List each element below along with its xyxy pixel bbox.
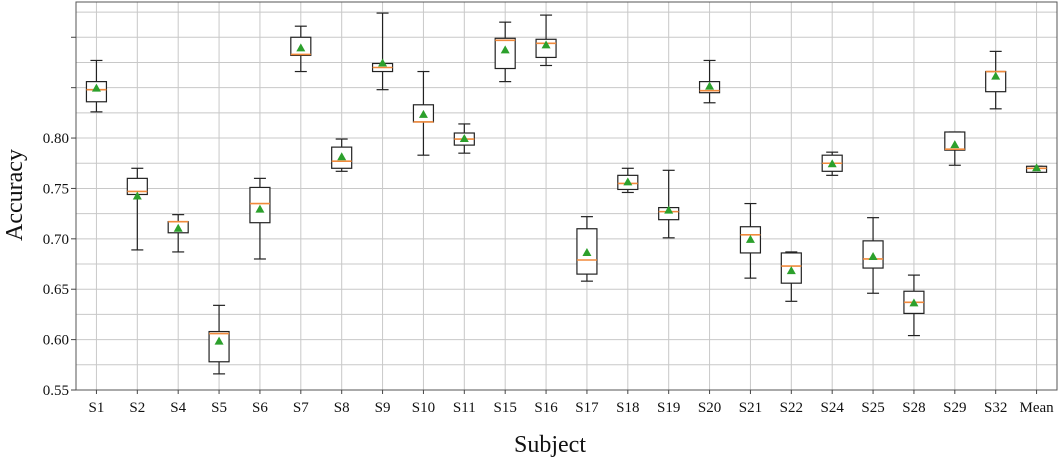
x-tick-label: S18	[616, 400, 639, 416]
box-s17	[576, 216, 598, 282]
x-tick-label: S20	[698, 400, 721, 416]
box-s7	[290, 25, 312, 73]
mean-marker	[132, 191, 142, 200]
x-tick-label: S32	[984, 400, 1007, 416]
grid-layer	[76, 2, 1057, 391]
x-tick-label: S4	[170, 400, 186, 416]
y-axis-ticks: 0.55 0.60 0.65 0.70 0.75 0.80	[43, 36, 76, 399]
iqr-box	[494, 37, 516, 70]
x-tick-label: S5	[211, 400, 227, 416]
x-tick-label: S9	[375, 400, 391, 416]
x-tick-label: S21	[739, 400, 762, 416]
y-tick-label: 0.70	[43, 232, 69, 248]
x-axis-title: Subject	[514, 432, 586, 458]
mean-marker	[378, 58, 388, 67]
iqr-box	[85, 81, 108, 103]
x-tick-label: S7	[293, 400, 309, 416]
mean-marker	[214, 336, 224, 345]
x-tick-label: S15	[494, 400, 517, 416]
box-s20	[698, 59, 721, 104]
x-axis-categories: S1 S2 S4 S5 S6 S7 S8 S9 S10 S11 S15 S16 S17 S18 S19 S20…	[89, 390, 1054, 416]
mean-marker	[664, 205, 674, 214]
box-s21	[739, 202, 762, 279]
mean-marker	[950, 140, 960, 149]
mean-marker	[786, 266, 796, 275]
y-tick-label: 0.80	[43, 131, 69, 147]
mean-marker	[500, 45, 510, 54]
box-s32	[985, 50, 1007, 110]
y-tick-label: 0.55	[43, 383, 69, 399]
x-tick-label: S6	[252, 400, 268, 416]
plot-border	[75, 1, 1058, 391]
box-s1	[85, 59, 108, 113]
box-s10	[412, 70, 435, 156]
x-tick-label: S24	[821, 400, 845, 416]
mean-marker	[582, 247, 592, 256]
iqr-box	[208, 330, 230, 363]
y-tick-label: 0.75	[43, 181, 69, 197]
mean-marker	[418, 109, 428, 118]
box-s6	[249, 177, 271, 260]
mean-marker	[745, 234, 755, 243]
box-s18	[617, 167, 639, 194]
x-tick-label: S2	[129, 400, 145, 416]
mean-marker	[868, 251, 878, 260]
box-s24	[821, 151, 843, 176]
mean-marker	[296, 43, 306, 52]
mean-marker	[459, 134, 469, 143]
box-mean	[1025, 163, 1048, 173]
x-tick-label: S11	[453, 400, 476, 416]
mean-marker	[255, 204, 265, 213]
x-tick-label: S8	[334, 400, 350, 416]
box-s15	[494, 21, 516, 83]
box-s29	[944, 131, 966, 166]
x-tick-label: S22	[780, 400, 803, 416]
x-tick-label: S19	[657, 400, 680, 416]
y-tick-label: 0.60	[43, 333, 69, 349]
plot-frame	[75, 1, 1058, 391]
x-tick-label: S10	[412, 400, 435, 416]
box-s25	[862, 217, 884, 294]
x-tick-label: S16	[534, 400, 558, 416]
x-tick-label: S17	[575, 400, 599, 416]
box-s22	[780, 251, 802, 302]
y-axis-title: Accuracy	[2, 149, 28, 241]
x-tick-label: S28	[902, 400, 925, 416]
box-s9	[371, 12, 394, 91]
x-tick-label: S29	[943, 400, 966, 416]
box-series	[85, 12, 1048, 375]
mean-marker	[541, 40, 551, 49]
box-s8	[331, 138, 353, 172]
box-s2	[126, 167, 148, 251]
mean-marker	[705, 81, 715, 90]
mean-marker	[91, 83, 101, 92]
box-s16	[535, 14, 557, 67]
box-s19	[658, 169, 680, 239]
x-tick-label: S1	[89, 400, 105, 416]
mean-marker	[827, 159, 837, 168]
mean-marker	[991, 71, 1001, 80]
mean-marker	[623, 177, 633, 186]
x-tick-label: S25	[861, 400, 884, 416]
x-tick-label: Mean	[1019, 400, 1054, 416]
y-tick-label: 0.65	[43, 282, 69, 298]
box-s4	[167, 214, 189, 253]
box-s5	[208, 304, 230, 375]
mean-marker	[173, 223, 183, 232]
box-s28	[903, 274, 925, 337]
mean-marker	[337, 152, 347, 161]
mean-marker	[1032, 163, 1042, 172]
mean-marker	[909, 298, 919, 307]
box-s11	[453, 123, 475, 154]
